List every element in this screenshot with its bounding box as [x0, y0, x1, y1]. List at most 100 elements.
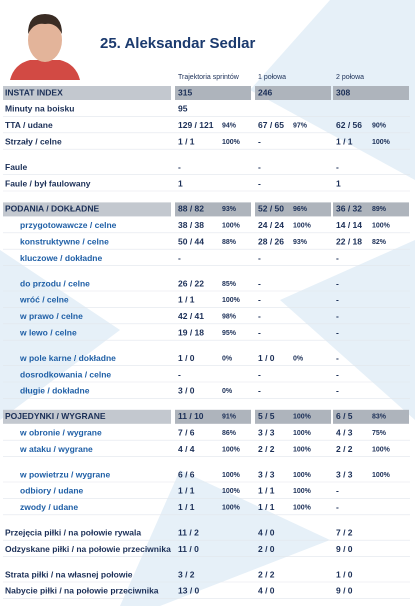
cell-value: 26 / 22 [178, 278, 204, 288]
row-label: w lewo / celne [19, 327, 77, 337]
cell-value: 2 / 2 [336, 444, 353, 454]
cell-value: 38 / 38 [178, 220, 204, 230]
row-label: dosrodkowania / celne [20, 369, 111, 379]
row-label: w ataku / wygrane [19, 444, 93, 454]
row-label: do przodu / celne [20, 278, 90, 288]
photo-shirt [10, 60, 80, 80]
cell-value: 3 / 3 [336, 469, 353, 479]
cell-value: 50 / 44 [178, 236, 204, 246]
cell-percent: 100% [222, 223, 241, 230]
cell-value: 19 / 18 [178, 327, 204, 337]
cell-percent: 100% [293, 446, 312, 453]
photo-hair [28, 14, 62, 34]
cell-value: 11 / 10 [178, 411, 204, 421]
band-label-bg [3, 202, 171, 217]
cell-percent: 0% [222, 388, 233, 395]
band-cell-bg [175, 86, 251, 100]
cell-value: 7 / 6 [178, 427, 195, 437]
cell-percent: 93% [293, 239, 308, 246]
cell-value: - [258, 178, 261, 188]
cell-percent: 91% [222, 414, 237, 421]
cell-percent: 100% [222, 139, 241, 146]
cell-percent: 100% [372, 472, 391, 479]
band-cell-bg [333, 86, 409, 100]
row-label: w prawo / celne [19, 311, 83, 321]
cell-value: - [336, 278, 339, 288]
cell-value: 4 / 3 [336, 427, 353, 437]
cell-value: 3 / 3 [258, 469, 275, 479]
cell-percent: 93% [222, 206, 237, 213]
cell-value: 9 / 0 [336, 544, 353, 554]
row-label: długie / dokładne [20, 386, 90, 396]
cell-percent: 100% [372, 446, 391, 453]
cell-value: 4 / 0 [258, 527, 275, 537]
cell-value: - [336, 369, 339, 379]
band-cell-bg [255, 86, 331, 100]
cell-percent: 83% [372, 414, 387, 421]
cell-percent: 96% [293, 206, 308, 213]
row-label: w obronie / wygrane [19, 427, 102, 437]
row-label: zwody / udane [20, 502, 78, 512]
cell-value: 67 / 65 [258, 120, 284, 130]
cell-value: 1 / 1 [178, 136, 195, 146]
cell-value: 1 / 0 [178, 353, 195, 363]
cell-value: 1 / 1 [178, 486, 195, 496]
cell-percent: 90% [372, 123, 387, 130]
row-label: wróć / celne [19, 295, 69, 305]
cell-value: - [336, 311, 339, 321]
band-cell-bg [255, 202, 331, 217]
cell-value: - [336, 327, 339, 337]
cell-value: 1 / 0 [336, 569, 353, 579]
cell-value: 6 / 5 [336, 411, 353, 421]
cell-value: - [258, 278, 261, 288]
cell-value: 13 / 0 [178, 586, 200, 596]
cell-value: 24 / 24 [258, 220, 284, 230]
cell-value: 52 / 50 [258, 204, 284, 214]
cell-value: 129 / 121 [178, 120, 214, 130]
cell-percent: 89% [372, 206, 387, 213]
column-header: Trajektoria sprintów [178, 74, 240, 81]
row-label: Strata piłki / na własnej połowie [5, 569, 133, 579]
cell-value: - [258, 253, 261, 263]
band-cell-bg [175, 202, 251, 217]
cell-value: - [336, 386, 339, 396]
cell-value: 7 / 2 [336, 527, 353, 537]
cell-percent: 75% [372, 430, 387, 437]
cell-value: - [258, 369, 261, 379]
cell-value: 1 [336, 178, 341, 188]
cell-value: 1 / 1 [336, 136, 353, 146]
cell-value: 5 / 5 [258, 411, 275, 421]
cell-value: 62 / 56 [336, 120, 362, 130]
cell-value: 88 / 82 [178, 204, 204, 214]
band-cell-bg [175, 409, 251, 424]
table: INSTAT INDEX 315 246 308 Minuty na boisku 95 T… [3, 86, 410, 599]
cell-percent: 100% [293, 430, 312, 437]
bg-shape [250, 0, 415, 180]
cell-percent: 97% [293, 123, 308, 130]
cell-percent: 85% [222, 281, 237, 288]
row-label: Przejęcia piłki / na połowie rywala [5, 527, 141, 537]
cell-value: 6 / 6 [178, 469, 195, 479]
cell-percent: 100% [293, 223, 312, 230]
cell-percent: 100% [293, 505, 312, 512]
cell-value: - [336, 502, 339, 512]
cell-percent: 100% [293, 414, 312, 421]
cell-percent: 100% [222, 505, 241, 512]
cell-percent: 95% [222, 330, 237, 337]
cell-percent: 100% [222, 488, 241, 495]
cell-percent: 100% [372, 223, 391, 230]
row-label: Faule [5, 162, 27, 172]
bg-shape [0, 250, 120, 420]
cell-value: 2 / 0 [258, 544, 275, 554]
bg-shape [120, 470, 330, 606]
cell-value: 1 / 1 [178, 502, 195, 512]
cell-value: 3 / 0 [178, 386, 195, 396]
row-label: PODANIA / DOKŁADNE [5, 204, 99, 214]
row-label: przygotowawcze / celne [20, 220, 117, 230]
cell-value: 28 / 26 [258, 236, 284, 246]
cell-value: 3 / 3 [258, 427, 275, 437]
cell-percent: 100% [293, 488, 312, 495]
cell-percent: 100% [372, 139, 391, 146]
cell-value: - [258, 311, 261, 321]
cell-value: 2 / 2 [258, 444, 275, 454]
